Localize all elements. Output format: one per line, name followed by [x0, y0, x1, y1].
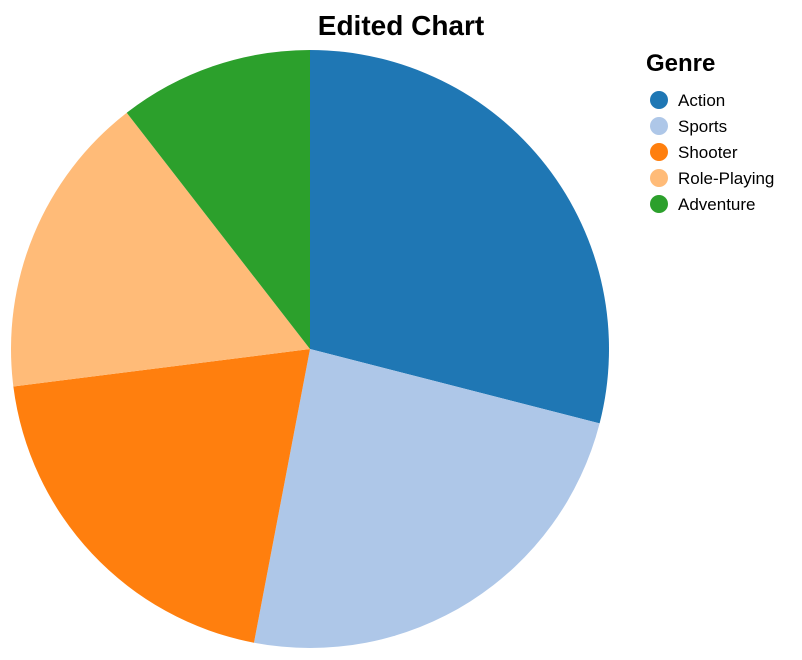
legend-swatch-role-playing: [650, 169, 668, 187]
legend-items: Action Sports Shooter Role-Playing Adventure: [650, 91, 774, 214]
pie-slice-shooter[interactable]: [13, 349, 311, 643]
legend-label-sports: Sports: [678, 117, 727, 136]
legend-swatch-action: [650, 91, 668, 109]
legend-swatch-adventure: [650, 195, 668, 213]
legend-item-shooter[interactable]: Shooter: [650, 143, 738, 162]
legend-label-action: Action: [678, 91, 725, 110]
legend-title: Genre: [646, 50, 715, 77]
pie-slice-role-playing[interactable]: [11, 112, 311, 387]
legend-label-role-playing: Role-Playing: [678, 169, 774, 188]
chart-title: Edited Chart: [318, 10, 484, 41]
legend-item-role-playing[interactable]: Role-Playing: [650, 169, 774, 188]
legend: Genre Action Sports Shooter Role-Playing Adv…: [646, 50, 774, 214]
pie-slice-adventure[interactable]: [126, 50, 311, 349]
legend-item-sports[interactable]: Sports: [650, 117, 727, 136]
legend-label-adventure: Adventure: [678, 195, 756, 214]
legend-item-adventure[interactable]: Adventure: [650, 195, 756, 214]
pie-slice-sports[interactable]: [253, 349, 600, 648]
legend-swatch-shooter: [650, 143, 668, 161]
pie-slice-action[interactable]: [310, 50, 610, 424]
pie-slices: [11, 50, 610, 648]
legend-label-shooter: Shooter: [678, 143, 738, 162]
legend-swatch-sports: [650, 117, 668, 135]
legend-item-action[interactable]: Action: [650, 91, 725, 110]
